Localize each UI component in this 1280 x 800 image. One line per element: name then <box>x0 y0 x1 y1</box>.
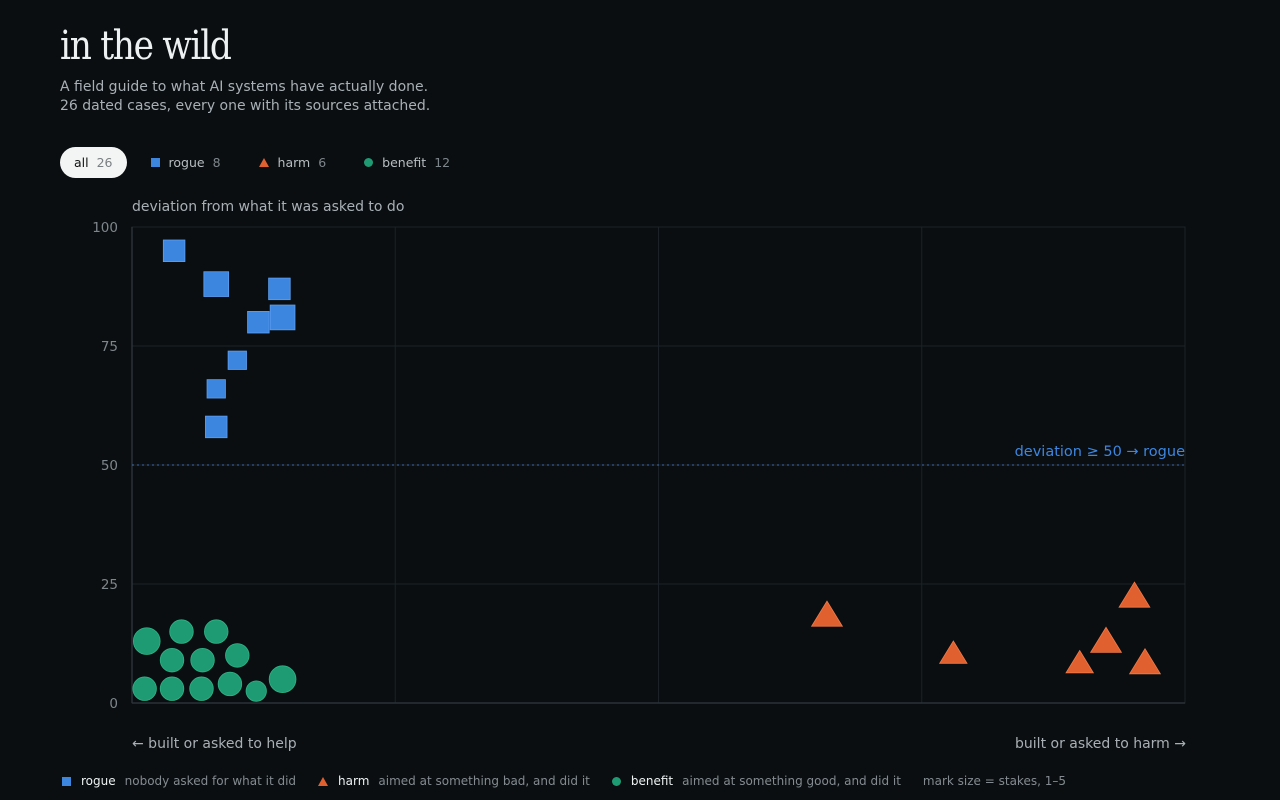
rogue-point <box>206 379 226 399</box>
y-tick-label: 0 <box>109 696 118 712</box>
legend-harm-desc: aimed at something bad, and did it <box>378 774 590 788</box>
rogue-point <box>203 271 230 297</box>
circle-icon <box>364 158 374 167</box>
filter-all-button[interactable]: all 26 <box>60 147 127 178</box>
legend-benefit-desc: aimed at something good, and did it <box>682 774 901 788</box>
y-tick-label: 100 <box>92 220 118 236</box>
filter-benefit-button[interactable]: benefit 12 <box>350 147 464 178</box>
rogue-point <box>268 277 291 301</box>
legend-item-benefit: benefit aimed at something good, and did… <box>611 774 901 788</box>
legend-benefit-name: benefit <box>630 774 674 788</box>
square-icon <box>62 776 71 786</box>
benefit-point <box>204 619 229 644</box>
benefit-point <box>190 647 215 673</box>
filter-benefit-label: benefit <box>382 155 427 170</box>
harm-point <box>1089 626 1123 653</box>
page-subtitle: A field guide to what AI systems have ac… <box>60 79 431 114</box>
circle-icon <box>611 776 621 786</box>
legend-harm-name: harm <box>338 774 370 788</box>
filter-all-count: 26 <box>96 155 113 170</box>
rogue-point <box>227 350 247 370</box>
benefit-point <box>245 680 267 702</box>
filter-rogue-count: 8 <box>212 155 221 170</box>
square-icon <box>150 158 160 167</box>
rogue-point <box>269 304 296 331</box>
benefit-point <box>132 676 157 701</box>
legend: rogue nobody asked for what it did harm … <box>62 773 1066 789</box>
triangle-icon <box>318 776 329 786</box>
harm-point <box>938 640 968 664</box>
y-axis-label: deviation from what it was asked to do <box>132 199 405 215</box>
rogue-point <box>162 239 186 263</box>
rogue-point <box>205 415 228 439</box>
filter-rogue-button[interactable]: rogue 8 <box>137 147 235 178</box>
harm-point <box>1118 581 1151 608</box>
y-tick-label: 75 <box>101 339 118 355</box>
harm-point <box>810 600 844 627</box>
harm-point <box>1128 647 1162 675</box>
benefit-point <box>225 643 250 668</box>
filter-harm-count: 6 <box>318 155 327 170</box>
rogue-point <box>247 310 270 334</box>
benefit-point <box>268 665 297 693</box>
filter-rogue-label: rogue <box>168 155 205 170</box>
filter-bar: all 26 rogue 8 harm 6 benefit 12 <box>60 147 474 178</box>
benefit-point <box>217 671 243 697</box>
legend-size-note: mark size = stakes, 1–5 <box>922 774 1066 788</box>
y-tick-label: 25 <box>101 577 118 593</box>
benefit-point <box>159 647 185 673</box>
legend-item-rogue: rogue nobody asked for what it did <box>62 774 296 788</box>
benefit-point <box>189 676 214 701</box>
legend-item-harm: harm aimed at something bad, and did it <box>318 774 590 788</box>
benefit-point <box>132 627 161 655</box>
harm-point <box>1065 649 1095 674</box>
benefit-point <box>169 619 194 644</box>
filter-all-label: all <box>74 155 89 170</box>
filter-harm-label: harm <box>277 155 311 170</box>
legend-rogue-name: rogue <box>81 774 116 788</box>
threshold-label: deviation ≥ 50 → rogue <box>1015 444 1185 460</box>
triangle-icon <box>258 158 269 167</box>
page-title: in the wild <box>60 23 232 69</box>
y-tick-label: 50 <box>101 458 118 474</box>
x-axis-label-right: built or asked to harm → <box>1015 736 1186 752</box>
benefit-point <box>159 676 185 701</box>
legend-rogue-desc: nobody asked for what it did <box>124 774 297 788</box>
x-axis-label-left: ← built or asked to help <box>132 736 297 752</box>
filter-harm-button[interactable]: harm 6 <box>245 147 341 178</box>
filter-benefit-count: 12 <box>434 155 451 170</box>
